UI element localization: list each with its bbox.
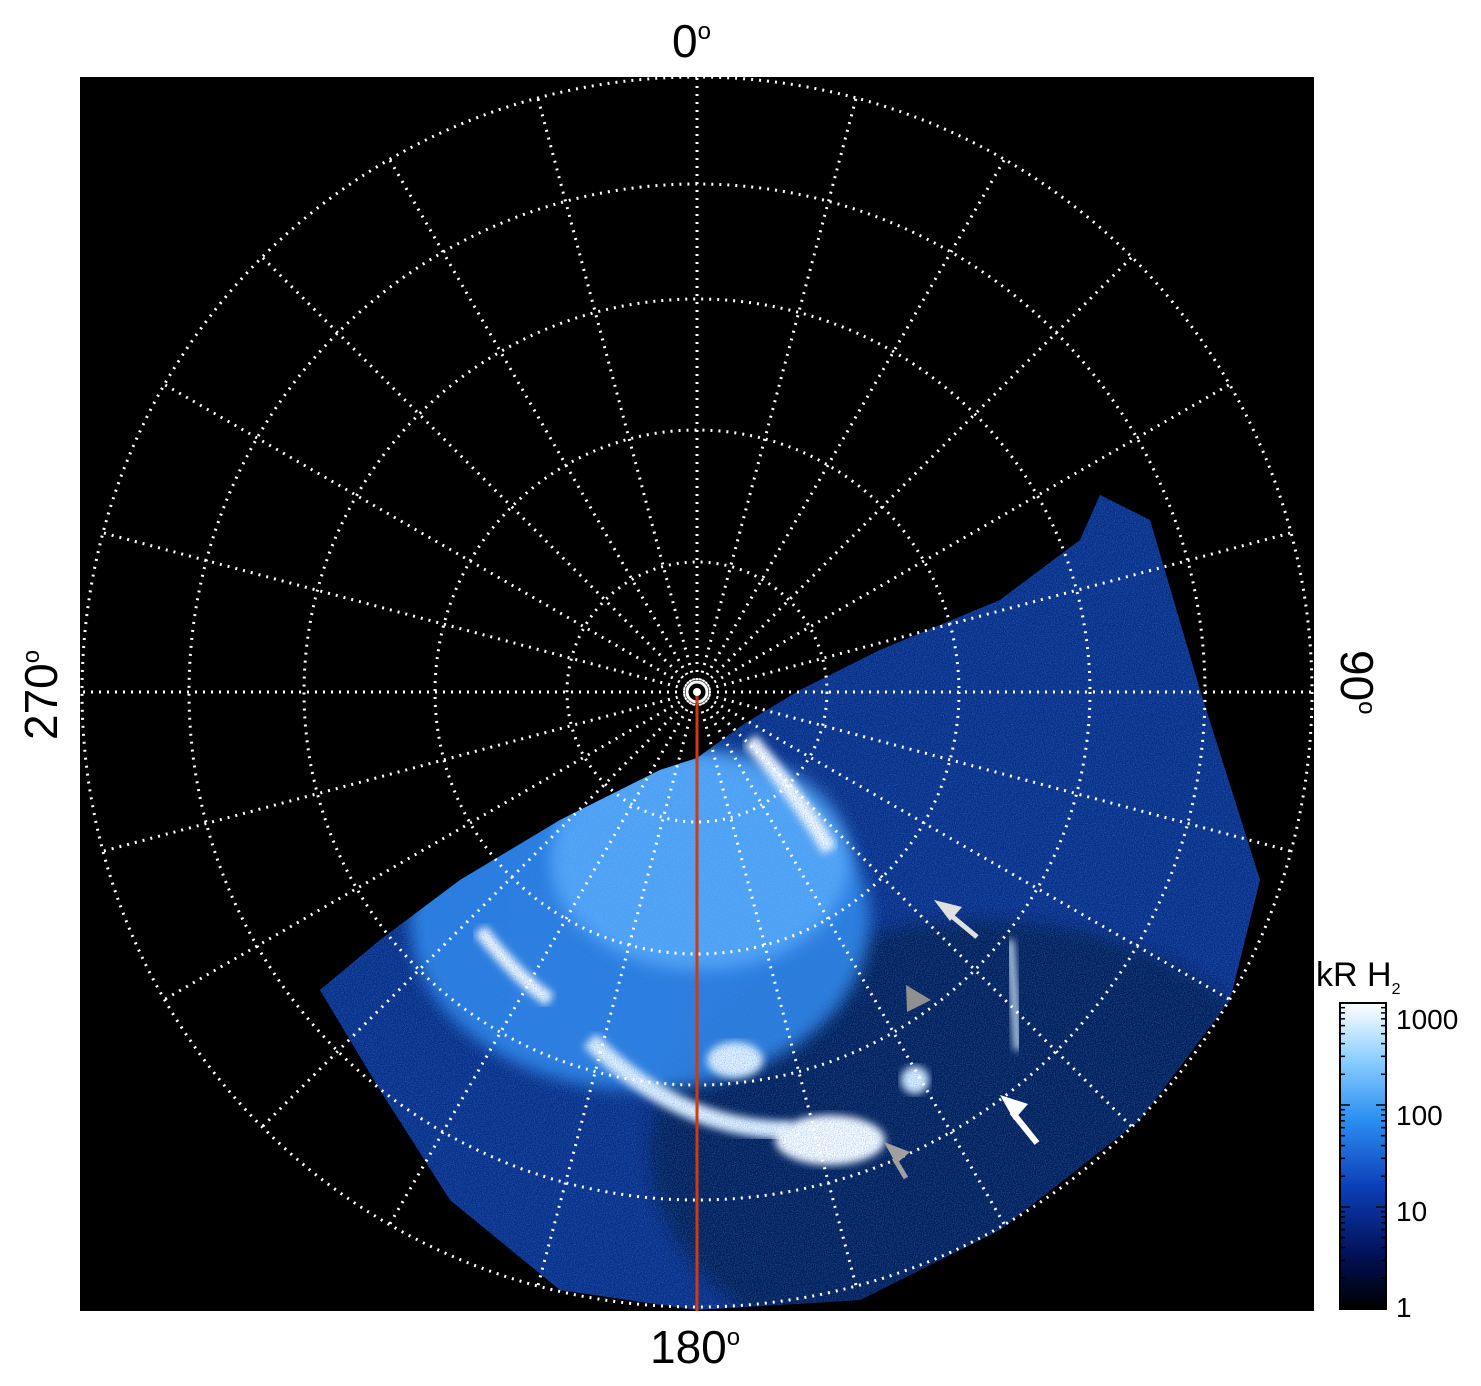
colorbar-tick-10: 10	[1396, 1196, 1428, 1227]
arrow-3	[884, 1142, 910, 1180]
label-270-degrees: 270o	[15, 649, 67, 740]
latitude-ring-1	[565, 560, 829, 824]
colorbar-tick-1000: 1000	[1396, 1004, 1459, 1035]
label-180-degrees: 180o	[650, 1321, 741, 1373]
colorbar-tick-1: 1	[1396, 1292, 1412, 1323]
colorbar	[1339, 1002, 1387, 1310]
arrow-2	[906, 985, 931, 1012]
label-90-degrees: 90o	[1331, 650, 1383, 715]
latitude-ring-5	[80, 77, 1314, 1309]
colorbar-title: kR H2	[1316, 956, 1401, 998]
arrow-1	[934, 900, 979, 939]
arrow-4	[1000, 1095, 1040, 1145]
colorbar-tick-100: 100	[1396, 1100, 1443, 1131]
label-0-degrees: 0o	[672, 15, 711, 67]
